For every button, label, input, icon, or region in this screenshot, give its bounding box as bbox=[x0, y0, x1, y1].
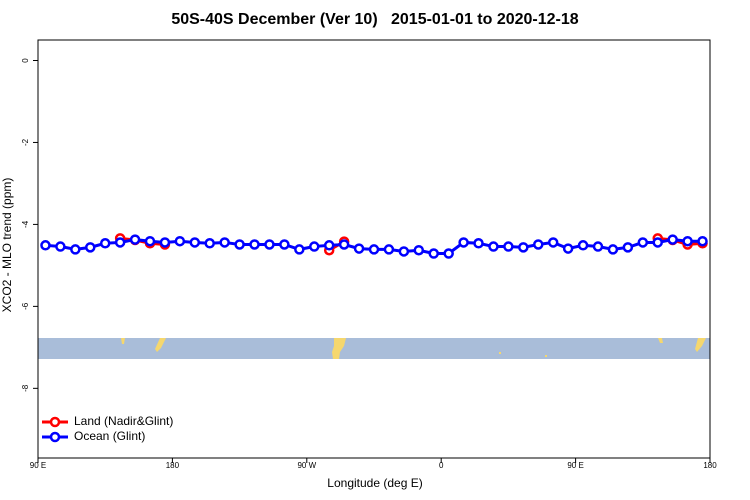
point bbox=[592, 241, 604, 252]
y-tick-label: -4 bbox=[21, 220, 30, 228]
y-tick-label: -6 bbox=[21, 302, 30, 310]
point bbox=[99, 238, 111, 249]
legend: Land (Nadir&Glint)Ocean (Glint) bbox=[42, 414, 173, 443]
point bbox=[652, 237, 663, 248]
point bbox=[398, 246, 410, 257]
point bbox=[279, 239, 290, 250]
point bbox=[144, 235, 156, 247]
point bbox=[338, 239, 350, 250]
map-strip bbox=[38, 338, 710, 359]
point bbox=[413, 244, 425, 256]
point bbox=[518, 242, 529, 253]
plot-frame bbox=[37, 39, 711, 459]
point bbox=[129, 234, 141, 245]
point bbox=[234, 239, 245, 250]
y-tick-label: -2 bbox=[21, 138, 30, 146]
y-tick-label: 0 bbox=[21, 58, 30, 63]
point bbox=[114, 237, 126, 248]
point bbox=[637, 237, 649, 248]
point bbox=[55, 241, 66, 252]
point bbox=[85, 242, 96, 253]
point bbox=[249, 239, 260, 250]
point bbox=[577, 240, 589, 251]
point bbox=[294, 244, 305, 255]
point bbox=[547, 237, 559, 248]
point bbox=[682, 235, 693, 247]
point bbox=[368, 244, 380, 255]
legend-marker bbox=[49, 416, 61, 428]
point bbox=[533, 239, 544, 250]
point bbox=[204, 238, 215, 249]
point bbox=[353, 243, 365, 254]
point bbox=[503, 241, 514, 252]
point bbox=[458, 237, 469, 248]
point bbox=[383, 244, 395, 255]
x-tick-label: 180 bbox=[703, 461, 717, 470]
point bbox=[488, 241, 499, 252]
point bbox=[174, 235, 186, 247]
legend-marker bbox=[49, 431, 61, 443]
series bbox=[40, 234, 708, 259]
point bbox=[159, 237, 171, 248]
point bbox=[323, 240, 335, 251]
x-tick-label: 0 bbox=[439, 461, 444, 470]
point bbox=[70, 244, 81, 255]
y-axis-label: XCO2 - MLO trend (ppm) bbox=[0, 178, 14, 313]
point bbox=[667, 234, 678, 245]
point bbox=[219, 237, 230, 248]
point bbox=[607, 244, 619, 255]
chart-title: 50S-40S December (Ver 10) 2015-01-01 to … bbox=[171, 11, 578, 28]
y-tick-label: -8 bbox=[21, 384, 30, 392]
point bbox=[443, 248, 454, 259]
point bbox=[622, 242, 634, 253]
point bbox=[697, 235, 708, 247]
point bbox=[428, 248, 439, 259]
legend-label: Land (Nadir&Glint) bbox=[74, 414, 173, 428]
point bbox=[264, 239, 275, 250]
x-tick-label: 90 W bbox=[297, 461, 316, 470]
point bbox=[40, 240, 51, 251]
x-tick-label: 180 bbox=[166, 461, 180, 470]
point bbox=[562, 243, 574, 254]
legend-label: Ocean (Glint) bbox=[74, 429, 145, 443]
series-line bbox=[657, 236, 703, 247]
x-tick-label: 90 E bbox=[567, 461, 583, 470]
x-tick-label: 90 E bbox=[30, 461, 46, 470]
x-axis-label: Longitude (deg E) bbox=[327, 476, 422, 490]
point bbox=[473, 238, 484, 249]
point bbox=[189, 237, 201, 248]
point bbox=[309, 241, 320, 252]
